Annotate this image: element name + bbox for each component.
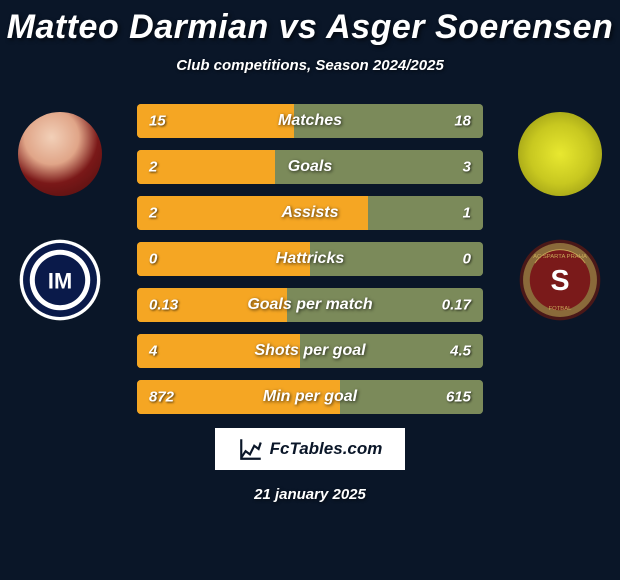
svg-text:S: S [550,265,569,297]
stat-value-right: 0.17 [442,297,471,314]
stat-row: 872 615 Min per goal [137,380,483,414]
club-right-logo: S AC SPARTA PRAHA FOTBAL [518,238,602,322]
stats-bars: 15 18 Matches 2 3 Goals 2 1 Assists 0 0 Hattricks 0.… [137,104,483,414]
comparison-content: IM S AC SPARTA PRAHA FOTBAL 15 18 Matches 2… [0,104,620,414]
stat-label: Goals per match [247,296,372,314]
stat-value-left: 0.13 [149,297,178,314]
stat-label: Shots per goal [254,342,365,360]
page-subtitle: Club competitions, Season 2024/2025 [0,57,620,74]
page-title: Matteo Darmian vs Asger Soerensen [0,8,620,47]
player-right-avatar [518,112,602,196]
stat-row: 0.13 0.17 Goals per match [137,288,483,322]
stat-label: Goals [288,158,332,176]
stat-value-right: 3 [463,159,471,176]
club-left-logo: IM [18,238,102,322]
svg-text:IM: IM [48,268,72,293]
stat-value-left: 2 [149,159,157,176]
stat-label: Hattricks [276,250,344,268]
stat-value-left: 15 [149,113,166,130]
stat-value-left: 0 [149,251,157,268]
stat-label: Assists [282,204,339,222]
brand-text: FcTables.com [270,439,383,459]
stat-value-right: 0 [463,251,471,268]
stat-value-right: 18 [454,113,471,130]
stat-row: 15 18 Matches [137,104,483,138]
stat-row: 0 0 Hattricks [137,242,483,276]
brand-box: FcTables.com [215,428,405,470]
date-label: 21 january 2025 [0,486,620,503]
stat-label: Matches [278,112,342,130]
stat-value-left: 2 [149,205,157,222]
stat-row: 2 1 Assists [137,196,483,230]
stat-label: Min per goal [263,388,357,406]
stat-bar-left-fill [137,150,275,184]
stat-value-right: 4.5 [450,343,471,360]
svg-text:AC SPARTA PRAHA: AC SPARTA PRAHA [533,254,587,260]
stat-value-left: 4 [149,343,157,360]
stat-value-right: 615 [446,389,471,406]
stat-row: 2 3 Goals [137,150,483,184]
player-left-avatar [18,112,102,196]
brand-chart-icon [238,436,264,462]
svg-text:FOTBAL: FOTBAL [549,306,573,312]
stat-value-right: 1 [463,205,471,222]
stat-value-left: 872 [149,389,174,406]
stat-row: 4 4.5 Shots per goal [137,334,483,368]
